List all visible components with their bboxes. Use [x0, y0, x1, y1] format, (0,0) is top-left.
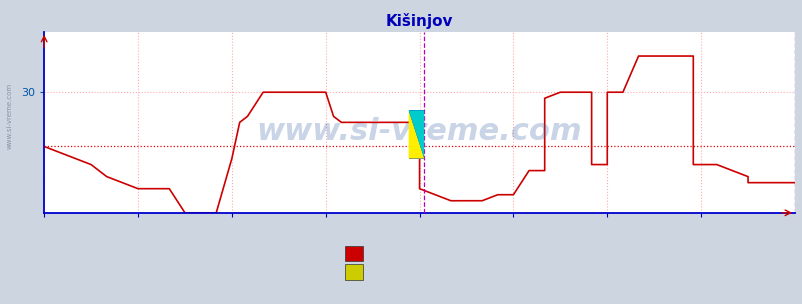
Polygon shape — [408, 110, 423, 159]
Text: min.:: min.: — [80, 245, 111, 255]
Text: 25,5: 25,5 — [144, 263, 169, 273]
Text: temperatura [C]: temperatura [C] — [367, 249, 460, 259]
Text: www.si-vreme.com: www.si-vreme.com — [257, 117, 581, 146]
Text: -nan: -nan — [80, 281, 105, 291]
Text: maks.:: maks.: — [217, 245, 254, 255]
Text: -nan: -nan — [217, 281, 241, 291]
Text: www.si-vreme.com: www.si-vreme.com — [6, 82, 13, 149]
Text: 20,0: 20,0 — [80, 263, 105, 273]
Text: povpr.:: povpr.: — [144, 245, 188, 255]
Text: ZGODOVINSKE IN TRENUTNE VREDNOSTI: ZGODOVINSKE IN TRENUTNE VREDNOSTI — [8, 223, 230, 233]
Text: 32,0: 32,0 — [217, 263, 241, 273]
Bar — [408, 110, 423, 159]
Text: -nan: -nan — [144, 281, 169, 291]
Text: sneg [cm]: sneg [cm] — [367, 267, 423, 277]
Text: sedaj:: sedaj: — [8, 245, 46, 255]
Text: Kišinjov: Kišinjov — [345, 245, 395, 255]
Polygon shape — [408, 110, 423, 159]
Text: -nan: -nan — [8, 281, 33, 291]
Title: Kišinjov: Kišinjov — [385, 13, 453, 29]
Text: 22,0: 22,0 — [8, 263, 33, 273]
